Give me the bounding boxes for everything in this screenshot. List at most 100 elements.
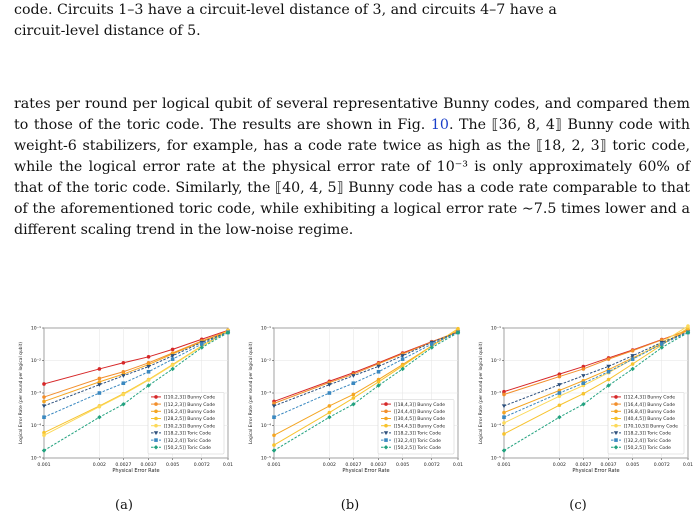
data-point bbox=[630, 362, 635, 366]
data-point bbox=[272, 443, 276, 447]
data-point bbox=[42, 395, 46, 399]
data-point bbox=[581, 381, 586, 386]
x-tick-label: 0.0027 bbox=[115, 462, 131, 468]
data-point bbox=[146, 354, 151, 359]
data-point bbox=[557, 391, 562, 395]
legend-box bbox=[147, 392, 225, 455]
data-point bbox=[376, 361, 381, 366]
data-point bbox=[606, 369, 611, 374]
data-point bbox=[686, 324, 690, 328]
data-point bbox=[271, 448, 277, 453]
data-point bbox=[327, 415, 332, 420]
legend-marker bbox=[614, 402, 618, 406]
data-point bbox=[97, 367, 102, 371]
data-point bbox=[272, 415, 276, 420]
data-point bbox=[376, 364, 381, 369]
legend-box bbox=[377, 399, 455, 455]
x-tick-label: 0.001 bbox=[267, 462, 280, 468]
figure-reference-link[interactable]: 10 bbox=[430, 117, 449, 133]
data-point bbox=[376, 383, 381, 388]
data-point bbox=[429, 342, 434, 346]
x-tick-label: 0.01 bbox=[223, 462, 233, 468]
y-tick-label: 10⁻⁵ bbox=[31, 456, 41, 462]
data-point bbox=[630, 357, 635, 361]
data-point bbox=[455, 330, 461, 335]
data-point bbox=[42, 399, 46, 404]
figure-panel-b: 0.001 0.002 0.0027 0.0037 0.005 0.0072 0.01 10⁻… bbox=[236, 318, 466, 488]
legend-marker bbox=[384, 423, 388, 428]
legend-marker bbox=[154, 423, 158, 428]
data-point bbox=[351, 392, 356, 397]
legend-entry: [[12,2,3]] Bunny Code bbox=[164, 402, 215, 408]
data-point bbox=[606, 383, 611, 388]
data-point bbox=[685, 330, 691, 335]
legend-entry: [[70,10,5]] Bunny Code bbox=[624, 423, 678, 429]
series-1 bbox=[502, 328, 690, 397]
legend-entry: [[16,2,4]] Bunny Code bbox=[164, 409, 215, 415]
data-point bbox=[42, 415, 46, 420]
data-point bbox=[351, 374, 356, 378]
x-tick-label: 0.0037 bbox=[601, 462, 617, 468]
data-point bbox=[400, 366, 405, 372]
data-point bbox=[97, 415, 102, 420]
x-tick-label: 0.0072 bbox=[424, 462, 440, 468]
legend-entry: [[16,4,4]] Bunny Code bbox=[624, 402, 675, 408]
x-tick-label: 0.002 bbox=[553, 462, 566, 468]
legend-entry: [[32,2,4]] Toric Code bbox=[624, 438, 671, 444]
legend-marker bbox=[384, 438, 388, 442]
data-point bbox=[327, 391, 332, 395]
data-point bbox=[581, 391, 586, 396]
legend-marker bbox=[153, 431, 159, 436]
y-tick-label: 10⁻¹ bbox=[261, 326, 271, 332]
data-point bbox=[121, 381, 126, 386]
legend-box bbox=[607, 392, 685, 455]
para2-text-pre: rates per round per logical qubit of sev… bbox=[14, 96, 690, 133]
data-point bbox=[327, 404, 332, 408]
chart-a: 0.001 0.002 0.0027 0.0037 0.005 0.0072 0.01 10⁻… bbox=[18, 326, 233, 474]
y-tick-label: 10⁻⁵ bbox=[491, 456, 501, 462]
data-point bbox=[606, 364, 611, 369]
data-point bbox=[42, 433, 46, 438]
data-point bbox=[146, 378, 151, 382]
legend-entry: [[18,2,3]] Toric Code bbox=[394, 431, 441, 437]
data-point bbox=[170, 363, 175, 367]
legend-entry: [[30,2,5]] Bunny Code bbox=[164, 423, 215, 429]
legend-marker bbox=[384, 416, 388, 421]
legend-marker bbox=[614, 409, 618, 414]
data-point bbox=[630, 354, 635, 358]
paragraph-results: rates per round per logical qubit of sev… bbox=[14, 94, 690, 241]
data-point bbox=[659, 342, 664, 346]
x-axis-label: Physical Error Rate bbox=[572, 468, 619, 474]
data-point bbox=[502, 389, 506, 394]
data-point bbox=[376, 380, 381, 384]
legend-marker bbox=[614, 416, 618, 421]
legend-marker bbox=[153, 445, 159, 450]
data-point bbox=[97, 383, 102, 387]
legend-entry: [[18,2,3]] Toric Code bbox=[624, 431, 671, 437]
data-point bbox=[557, 374, 562, 379]
x-tick-label: 0.002 bbox=[93, 462, 106, 468]
legend-entry: [[30,4,5]] Bunny Code bbox=[394, 416, 445, 422]
legend-entry: [[24,4,4]] Bunny Code bbox=[394, 409, 445, 415]
para1-line1: code. Circuits 1–3 have a circuit-level … bbox=[14, 2, 557, 18]
data-point bbox=[606, 377, 611, 382]
x-axis-label: Physical Error Rate bbox=[112, 468, 159, 474]
data-point bbox=[121, 402, 126, 407]
legend-marker bbox=[154, 395, 158, 399]
y-tick-label: 10⁻³ bbox=[491, 391, 501, 397]
legend-marker bbox=[614, 423, 618, 428]
data-point bbox=[659, 338, 664, 342]
y-tick-label: 10⁻⁴ bbox=[31, 423, 41, 429]
y-tick-label: 10⁻⁴ bbox=[261, 423, 271, 429]
data-point bbox=[327, 383, 332, 387]
data-point bbox=[97, 380, 102, 384]
legend-marker bbox=[384, 409, 388, 414]
legend-entry: [[50,2,5]] Toric Code bbox=[624, 445, 671, 451]
data-point bbox=[97, 376, 102, 381]
data-point bbox=[170, 347, 175, 352]
para1-line2: circuit-level distance of 5. bbox=[14, 23, 201, 39]
y-tick-label: 10⁻¹ bbox=[31, 326, 41, 332]
chart-b: 0.001 0.002 0.0027 0.0037 0.005 0.0072 0.01 10⁻… bbox=[248, 326, 463, 474]
y-tick-label: 10⁻² bbox=[31, 358, 41, 364]
x-tick-label: 0.001 bbox=[37, 462, 50, 468]
